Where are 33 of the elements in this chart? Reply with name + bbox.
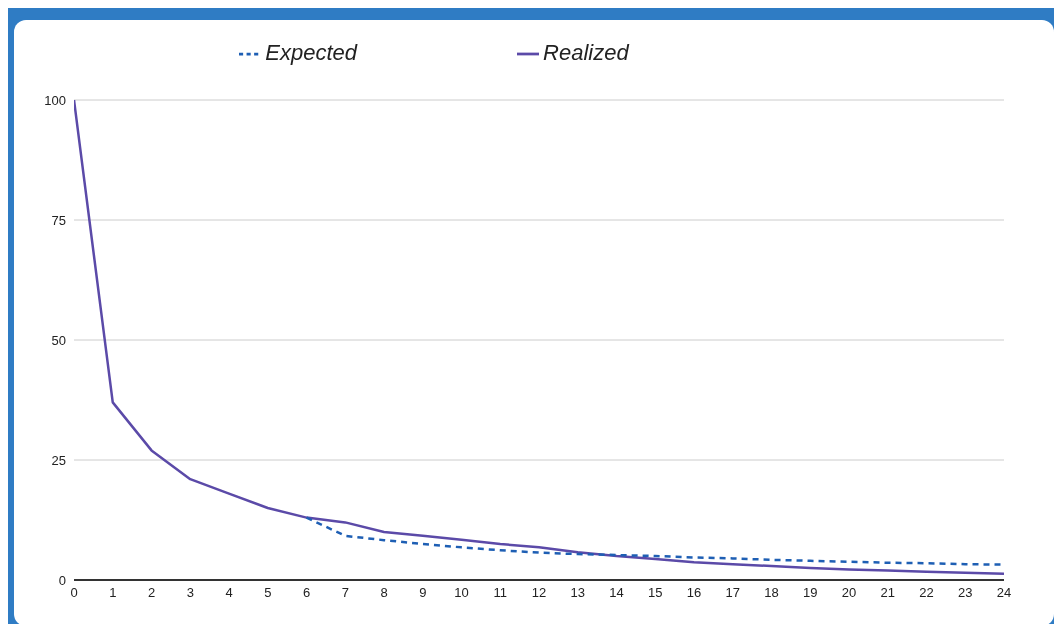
x-tick-label: 23 — [958, 585, 973, 601]
x-tick-label: 11 — [493, 585, 507, 601]
x-tick-label: 9 — [419, 585, 427, 601]
y-tick-label: 25 — [51, 452, 66, 468]
x-tick-label: 22 — [919, 585, 934, 601]
x-tick-label: 16 — [686, 585, 702, 601]
y-tick-label: 100 — [44, 92, 66, 108]
x-tick-label: 2 — [147, 585, 156, 601]
x-tick-label: 12 — [531, 585, 547, 601]
x-tick-label: 15 — [648, 585, 663, 601]
x-tick-label: 24 — [996, 585, 1012, 601]
y-tick-label: 75 — [51, 212, 66, 228]
x-tick-label: 14 — [609, 585, 624, 601]
x-tick-label: 10 — [454, 585, 469, 601]
x-tick-label: 4 — [225, 585, 233, 601]
x-tick-label: 13 — [570, 585, 585, 601]
legend-label: Expected — [265, 40, 358, 65]
y-tick-label: 0 — [58, 572, 66, 588]
x-tick-label: 20 — [841, 585, 857, 601]
x-tick-label: 21 — [880, 585, 895, 601]
x-tick-label: 18 — [764, 585, 779, 601]
x-tick-label: 7 — [341, 585, 349, 601]
x-tick-label: 8 — [380, 585, 388, 601]
x-tick-label: 1 — [109, 585, 117, 601]
line-series — [74, 100, 1004, 576]
x-tick-label: 3 — [186, 585, 194, 601]
x-tick-label: 0 — [70, 585, 78, 601]
legend-label: Realized — [543, 40, 629, 65]
y-tick-label: 50 — [51, 332, 66, 348]
x-tick-label: 6 — [302, 585, 311, 601]
x-tick-label: 19 — [803, 585, 818, 601]
x-tick-label: 17 — [725, 585, 740, 601]
x-tick-label: 5 — [264, 585, 272, 601]
